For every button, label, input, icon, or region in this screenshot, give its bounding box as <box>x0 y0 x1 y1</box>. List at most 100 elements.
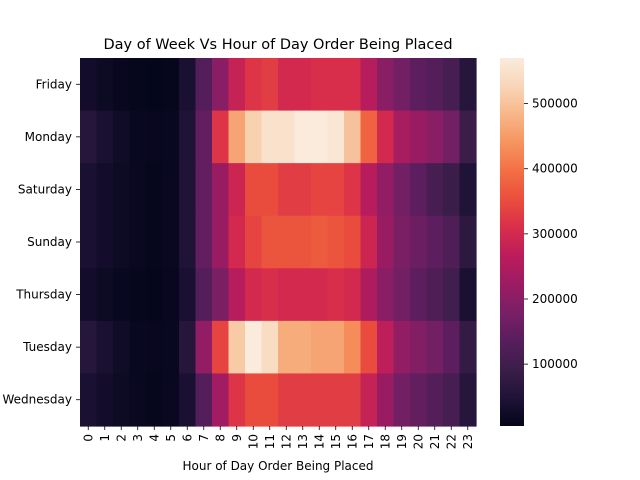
heatmap-cell-wednesday-1 <box>96 373 114 427</box>
x-tick-label: 1 <box>98 434 112 442</box>
heatmap-cell-monday-11 <box>261 110 279 164</box>
heatmap-cell-tuesday-10 <box>245 320 263 375</box>
heatmap-cell-thursday-11 <box>261 268 279 322</box>
y-tick-label: Thursday <box>15 288 72 302</box>
x-tick-label: 10 <box>246 434 260 449</box>
heatmap-cell-thursday-3 <box>129 268 147 322</box>
heatmap-cell-monday-19 <box>393 110 411 164</box>
heatmap-cell-friday-9 <box>228 58 246 112</box>
heatmap-cell-tuesday-20 <box>410 320 428 375</box>
heatmap-cell-tuesday-16 <box>344 320 362 375</box>
heatmap-cell-thursday-14 <box>311 268 329 322</box>
heatmap-cell-monday-20 <box>410 110 428 164</box>
heatmap-cell-sunday-12 <box>278 215 296 269</box>
heatmap-cell-thursday-7 <box>195 268 213 322</box>
heatmap-cell-sunday-16 <box>344 215 362 269</box>
y-tick-label: Monday <box>25 130 72 144</box>
x-tick-label: 2 <box>114 434 128 442</box>
heatmap-cell-thursday-2 <box>113 268 131 322</box>
heatmap-cell-sunday-9 <box>228 215 246 269</box>
heatmap-cell-thursday-20 <box>410 268 428 322</box>
heatmap-cell-wednesday-15 <box>327 373 345 427</box>
x-tick-label: 8 <box>213 434 227 442</box>
heatmap-cell-wednesday-7 <box>195 373 213 427</box>
heatmap-cell-tuesday-11 <box>261 320 279 375</box>
heatmap-cell-wednesday-12 <box>278 373 296 427</box>
heatmap-cell-friday-17 <box>360 58 378 112</box>
heatmap-cell-wednesday-21 <box>426 373 444 427</box>
heatmap-cell-saturday-11 <box>261 163 279 217</box>
y-tick-label: Wednesday <box>3 393 72 407</box>
heatmap-cell-saturday-13 <box>294 163 312 217</box>
x-tick-label: 15 <box>329 434 343 449</box>
x-tick-label: 23 <box>461 434 475 449</box>
heatmap-cell-friday-23 <box>459 58 477 112</box>
heatmap-cell-saturday-23 <box>459 163 477 217</box>
heatmap-cell-sunday-22 <box>443 215 461 269</box>
heatmap-cell-thursday-9 <box>228 268 246 322</box>
heatmap-cell-thursday-6 <box>179 268 197 322</box>
heatmap-cell-tuesday-12 <box>278 320 296 375</box>
heatmap-cell-saturday-18 <box>377 163 395 217</box>
y-tick-label: Saturday <box>18 182 72 196</box>
heatmap-cell-monday-9 <box>228 110 246 164</box>
y-tick-label: Friday <box>36 77 72 91</box>
heatmap-cell-sunday-11 <box>261 215 279 269</box>
heatmap-cell-monday-1 <box>96 110 114 164</box>
heatmap-cell-sunday-6 <box>179 215 197 269</box>
heatmap-cell-thursday-15 <box>327 268 345 322</box>
x-tick-label: 21 <box>428 434 442 449</box>
heatmap-cell-monday-23 <box>459 110 477 164</box>
heatmap-cell-wednesday-3 <box>129 373 147 427</box>
heatmap-cell-thursday-23 <box>459 268 477 322</box>
heatmap-cell-wednesday-9 <box>228 373 246 427</box>
heatmap-cell-monday-21 <box>426 110 444 164</box>
heatmap-cell-monday-22 <box>443 110 461 164</box>
y-tick-label: Tuesday <box>22 340 72 354</box>
heatmap-cell-wednesday-18 <box>377 373 395 427</box>
heatmap-cell-friday-5 <box>162 58 180 112</box>
chart-title: Day of Week Vs Hour of Day Order Being P… <box>103 37 452 53</box>
heatmap-cell-tuesday-8 <box>212 320 230 375</box>
heatmap-cell-friday-19 <box>393 58 411 112</box>
heatmap-cell-friday-11 <box>261 58 279 112</box>
heatmap-cell-sunday-19 <box>393 215 411 269</box>
heatmap-cell-friday-10 <box>245 58 263 112</box>
heatmap-cell-saturday-12 <box>278 163 296 217</box>
heatmap-cell-saturday-16 <box>344 163 362 217</box>
heatmap-cell-saturday-19 <box>393 163 411 217</box>
x-tick-label: 22 <box>444 434 458 449</box>
heatmap-cell-thursday-4 <box>146 268 164 322</box>
heatmap-cell-friday-6 <box>179 58 197 112</box>
heatmap-cell-monday-12 <box>278 110 296 164</box>
heatmap-cell-tuesday-17 <box>360 320 378 375</box>
heatmap-cell-wednesday-19 <box>393 373 411 427</box>
heatmap-cell-thursday-21 <box>426 268 444 322</box>
heatmap-cell-saturday-22 <box>443 163 461 217</box>
heatmap-cell-sunday-21 <box>426 215 444 269</box>
heatmap-cell-monday-5 <box>162 110 180 164</box>
heatmap-cell-saturday-20 <box>410 163 428 217</box>
heatmap-cell-tuesday-4 <box>146 320 164 375</box>
heatmap-cell-wednesday-22 <box>443 373 461 427</box>
heatmap-cell-friday-4 <box>146 58 164 112</box>
x-tick-label: 14 <box>312 434 326 449</box>
heatmap-cell-monday-14 <box>311 110 329 164</box>
heatmap-cell-wednesday-20 <box>410 373 428 427</box>
heatmap-cell-tuesday-14 <box>311 320 329 375</box>
heatmap-cell-wednesday-0 <box>80 373 98 427</box>
heatmap-cell-friday-22 <box>443 58 461 112</box>
heatmap-cell-thursday-18 <box>377 268 395 322</box>
heatmap-cell-saturday-3 <box>129 163 147 217</box>
heatmap-cell-tuesday-23 <box>459 320 477 375</box>
heatmap-cell-friday-8 <box>212 58 230 112</box>
heatmap-cell-friday-12 <box>278 58 296 112</box>
heatmap-cell-tuesday-18 <box>377 320 395 375</box>
x-tick-label: 11 <box>263 434 277 449</box>
heatmap-cell-tuesday-21 <box>426 320 444 375</box>
colorbar-tick-label: 300000 <box>532 227 578 241</box>
heatmap-cell-friday-14 <box>311 58 329 112</box>
heatmap-cell-sunday-5 <box>162 215 180 269</box>
heatmap-cell-monday-10 <box>245 110 263 164</box>
